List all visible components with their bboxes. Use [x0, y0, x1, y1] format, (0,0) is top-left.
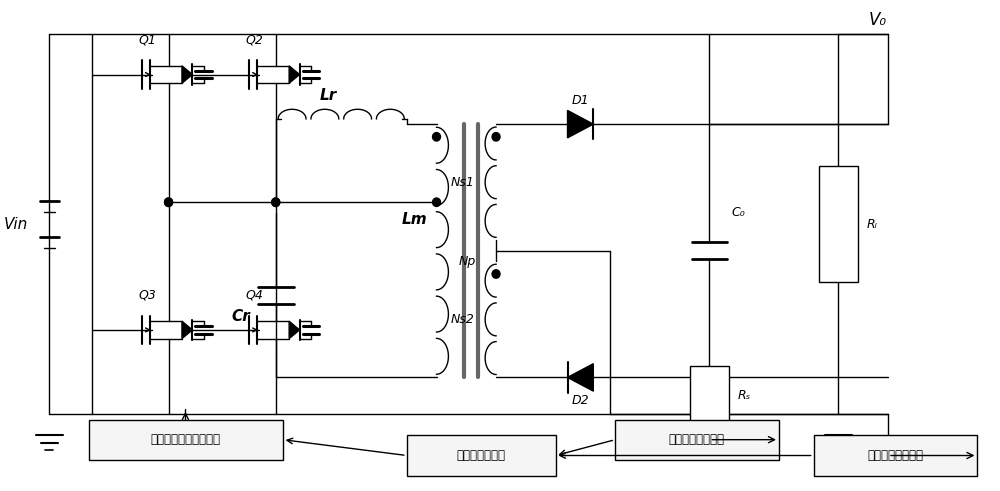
FancyBboxPatch shape — [814, 436, 977, 476]
Text: 电流采样电路处理: 电流采样电路处理 — [669, 433, 725, 446]
Polygon shape — [289, 321, 300, 339]
FancyBboxPatch shape — [89, 420, 283, 460]
Text: Ns2: Ns2 — [450, 313, 474, 326]
Polygon shape — [568, 364, 593, 391]
Text: D2: D2 — [572, 394, 589, 407]
Circle shape — [165, 198, 173, 206]
FancyBboxPatch shape — [819, 166, 858, 282]
Text: 原边驱动信号隔离电路: 原边驱动信号隔离电路 — [150, 433, 220, 446]
Text: 数字信号处理器: 数字信号处理器 — [457, 449, 506, 462]
Circle shape — [492, 270, 500, 278]
Text: Ns1: Ns1 — [450, 176, 474, 189]
Text: Np: Np — [458, 255, 476, 268]
Polygon shape — [289, 66, 300, 83]
FancyBboxPatch shape — [615, 420, 779, 460]
Polygon shape — [568, 110, 593, 138]
Text: Vin: Vin — [3, 217, 28, 232]
Text: V₀: V₀ — [869, 11, 887, 28]
Text: Lr: Lr — [320, 88, 337, 103]
FancyBboxPatch shape — [690, 366, 729, 425]
Circle shape — [433, 198, 440, 206]
Text: Rₗ: Rₗ — [866, 218, 877, 231]
Circle shape — [492, 133, 500, 141]
Circle shape — [165, 198, 173, 206]
Text: Cr: Cr — [232, 309, 250, 324]
Circle shape — [433, 133, 440, 141]
FancyBboxPatch shape — [407, 436, 556, 476]
Polygon shape — [182, 321, 192, 339]
Text: 电压采样电路处理: 电压采样电路处理 — [867, 449, 923, 462]
Text: C₀: C₀ — [731, 206, 745, 219]
Text: Lm: Lm — [402, 212, 427, 227]
Text: Rₛ: Rₛ — [737, 389, 750, 402]
Circle shape — [272, 198, 280, 206]
Text: Q3: Q3 — [139, 289, 157, 301]
Text: Q2: Q2 — [246, 33, 264, 46]
Text: Q1: Q1 — [139, 33, 157, 46]
Text: Q4: Q4 — [246, 289, 264, 301]
Circle shape — [272, 198, 280, 206]
Polygon shape — [182, 66, 192, 83]
Text: D1: D1 — [572, 94, 589, 108]
